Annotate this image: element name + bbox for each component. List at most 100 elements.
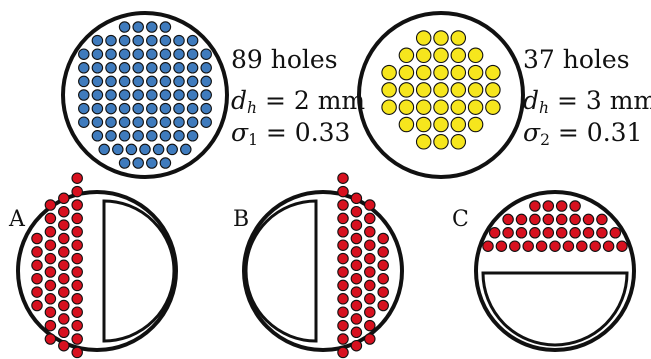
hole [166, 143, 178, 156]
hole [173, 102, 185, 115]
hole [377, 259, 389, 272]
config-b-plate [242, 172, 404, 359]
hole [415, 64, 432, 81]
hole [555, 213, 568, 226]
hole [146, 62, 158, 74]
hole [398, 82, 415, 98]
hole [350, 205, 363, 218]
yellow-sigma-value: = 0.31 [557, 118, 643, 147]
hole [337, 239, 349, 251]
hole [529, 227, 541, 239]
hole [350, 192, 363, 205]
hole [364, 333, 376, 345]
config-a-blocking-plate [102, 199, 176, 343]
yellow-sigma: σ2 = 0.31 [523, 118, 643, 148]
hole [364, 279, 376, 292]
hole [71, 239, 83, 251]
hole [186, 34, 199, 47]
hole [31, 272, 43, 285]
hole [337, 252, 349, 265]
hole [377, 246, 389, 258]
hole [364, 306, 376, 318]
hole [118, 102, 131, 115]
yellow-hole-diameter: dh = 3 mm [523, 88, 651, 116]
hole [337, 319, 349, 332]
hole [58, 246, 70, 258]
hole [482, 240, 494, 252]
hole [377, 286, 389, 298]
hole [522, 240, 534, 252]
hole [433, 30, 449, 46]
blue-holes-count: 89 holes [231, 47, 338, 72]
hole [173, 48, 185, 60]
hole [415, 82, 432, 98]
hole [159, 157, 172, 169]
hole [58, 299, 70, 312]
hole [31, 232, 43, 245]
hole [200, 62, 212, 74]
hole [44, 226, 57, 238]
hole [350, 339, 363, 352]
hole [71, 293, 83, 305]
hole [118, 34, 131, 47]
hole [44, 199, 57, 211]
hole [91, 62, 104, 74]
hole [132, 34, 144, 47]
hole [433, 134, 449, 150]
hole [337, 346, 349, 359]
hole [71, 172, 83, 184]
hole [398, 47, 415, 64]
hole [173, 89, 185, 101]
hole [139, 143, 151, 156]
hole [78, 89, 90, 101]
hole [132, 21, 144, 33]
hole [337, 266, 349, 278]
hole [118, 62, 131, 74]
hole [433, 47, 449, 64]
hole [71, 226, 83, 238]
hole [450, 64, 467, 81]
hole [398, 99, 415, 115]
hole [58, 232, 70, 245]
hole [186, 130, 199, 142]
hole [569, 200, 581, 212]
hole [200, 102, 212, 115]
hole [78, 102, 90, 115]
hole [535, 240, 548, 252]
hole [569, 213, 581, 226]
hole [529, 200, 541, 212]
hole [509, 240, 521, 252]
hole [44, 212, 57, 225]
hole [173, 75, 185, 88]
hole [467, 47, 484, 64]
yellow-diameter-subscript: h [539, 99, 549, 118]
hole [146, 130, 158, 142]
config-label-b: B [233, 207, 250, 232]
hole [381, 64, 397, 81]
hole [602, 240, 615, 252]
hole [485, 64, 501, 81]
hole [44, 279, 57, 292]
hole [337, 333, 349, 345]
hole [71, 319, 83, 332]
hole [364, 199, 376, 211]
hole [616, 240, 628, 252]
blue-diameter-subscript: h [247, 99, 257, 118]
hole [58, 313, 70, 325]
hole [91, 34, 104, 47]
hole [58, 339, 70, 352]
hole [433, 82, 449, 98]
hole [337, 306, 349, 318]
hole [105, 116, 117, 128]
hole [609, 227, 622, 239]
hole [502, 227, 514, 239]
hole [415, 116, 432, 133]
config-a-plate [16, 172, 178, 359]
hole [596, 213, 608, 226]
hole [350, 259, 363, 272]
hole [44, 306, 57, 318]
hole [132, 48, 144, 60]
hole [555, 227, 568, 239]
